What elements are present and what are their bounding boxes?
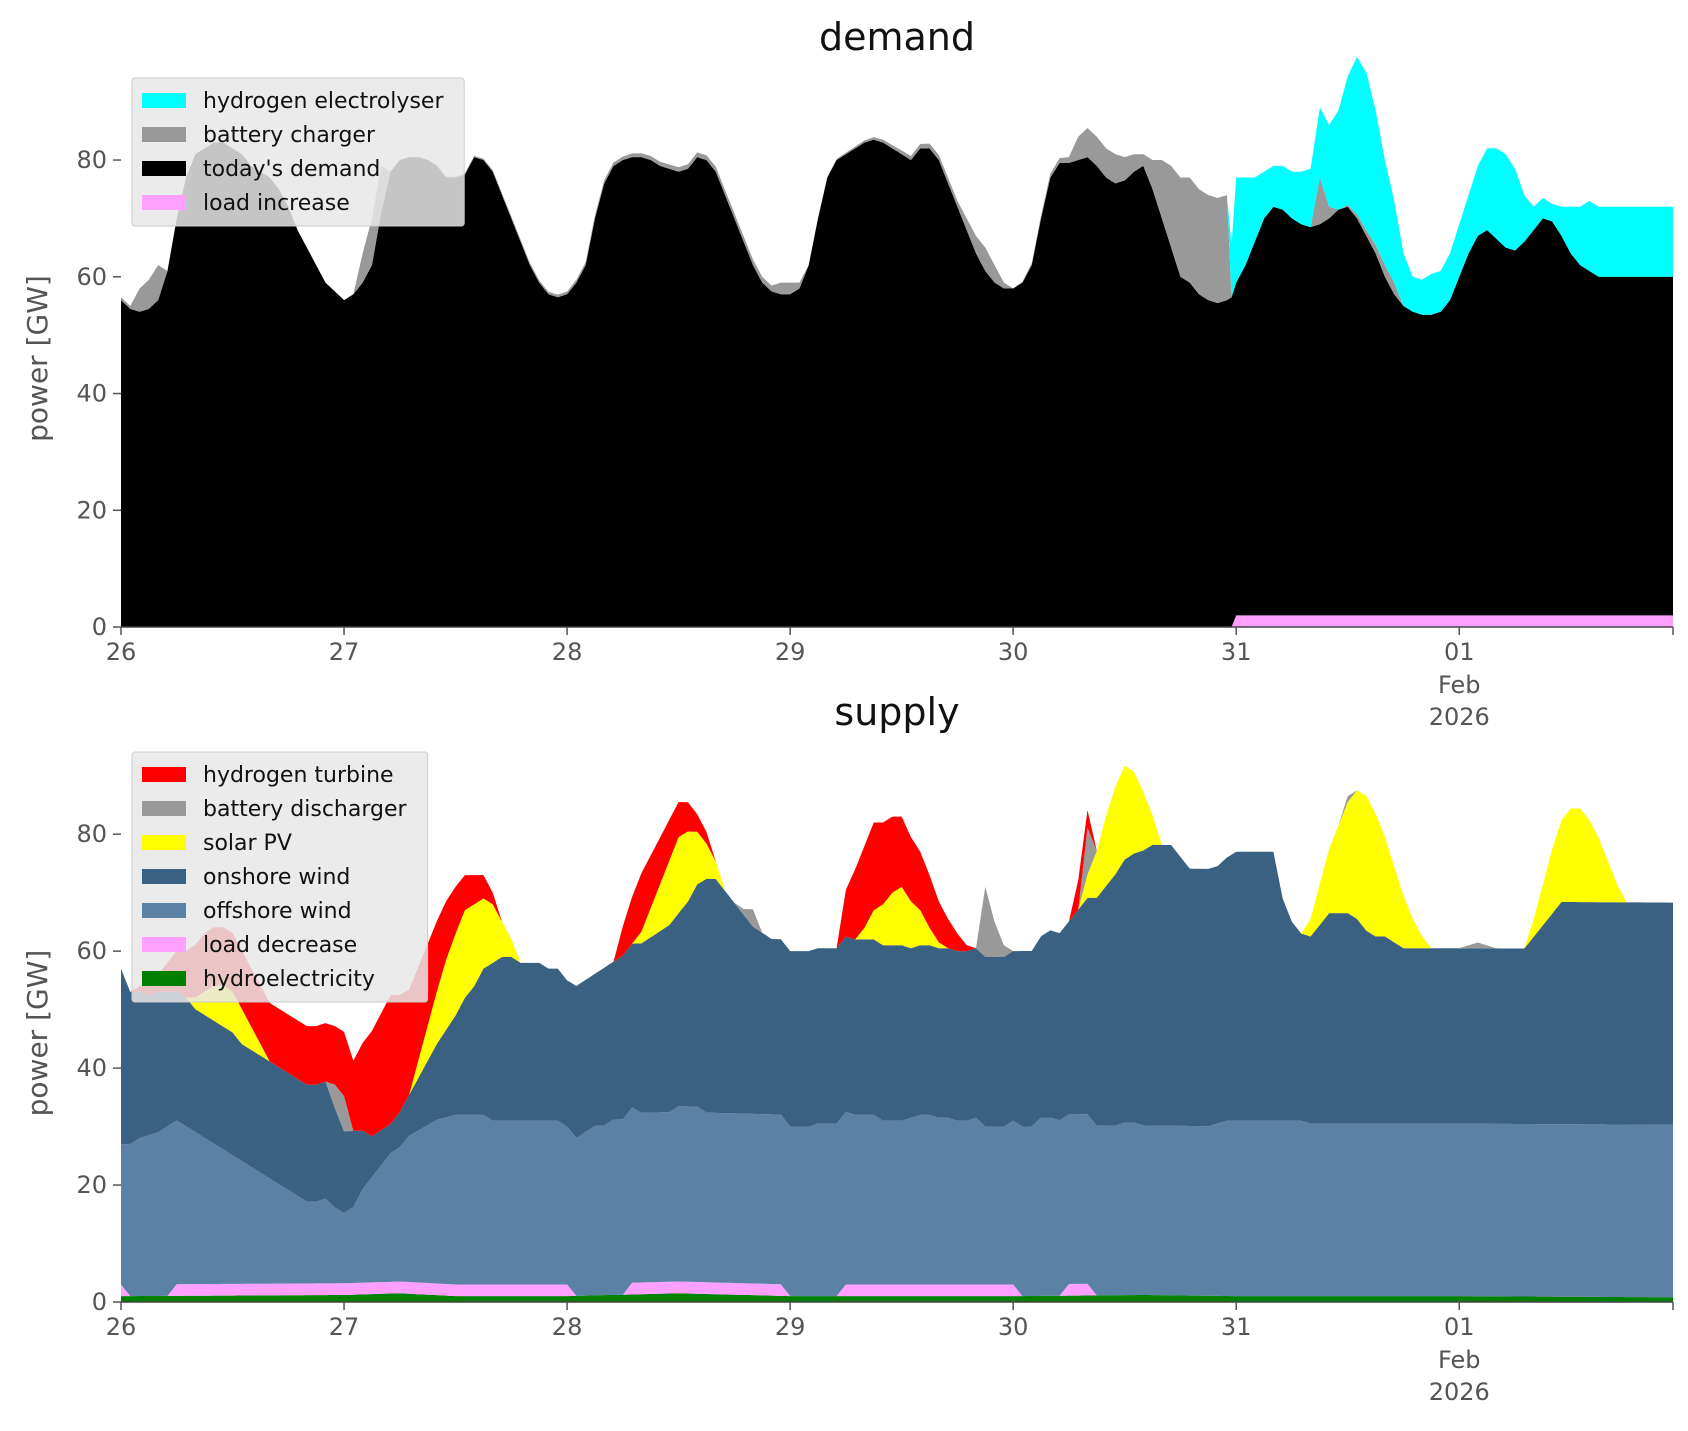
x-tick-label: 30 [998,1313,1029,1341]
chart-title: supply [834,690,959,734]
x-tick-sublabel: 2026 [1429,1378,1490,1406]
x-tick-label: 28 [552,1313,583,1341]
legend-label-hydroelectricity: hydroelectricity [203,967,375,992]
demand-panel: demand 0 20 40 60 80 26 27 28 29 30 31 01 Feb 2026 powe… [21,15,1674,731]
legend-label-offshore-wind: offshore wind [203,899,352,924]
x-tick-sublabel: Feb [1438,1346,1481,1374]
x-tick-label: 27 [329,1313,360,1341]
area-load-decrease [121,1281,1673,1298]
x-tick-label: 31 [1221,1313,1252,1341]
legend-label-battery-discharger: battery discharger [203,797,408,822]
y-tick-label: 60 [76,937,107,965]
area-today-s-demand [121,139,1673,628]
y-tick-label: 80 [76,146,107,174]
x-tick-label: 26 [106,638,137,666]
legend-swatch-load-increase [142,195,186,210]
x-tick-label: 31 [1221,638,1252,666]
y-axis-label: power [GW] [21,275,54,442]
legend-label-onshore-wind: onshore wind [203,865,350,890]
y-tick-label: 80 [76,820,107,848]
x-tick-sublabel: 2026 [1429,703,1490,731]
legend-label-battery-charger: battery charger [203,123,376,148]
legend: hydrogen turbine battery discharger solar … [131,751,429,1003]
legend-box [131,77,465,227]
y-tick-label: 40 [76,380,107,408]
legend-label-today-s-demand: today's demand [203,157,380,182]
legend-label-hydrogen-turbine: hydrogen turbine [203,763,394,788]
x-tick-sublabel: Feb [1438,671,1481,699]
area-hydrogen-electrolyser [121,56,1673,315]
legend-swatch-solar-pv [142,835,186,850]
legend-box [131,751,429,1003]
y-tick-label: 60 [76,263,107,291]
area-load-increase [121,615,1673,627]
legend: hydrogen electrolyser battery charger toda… [131,77,465,227]
legend-swatch-onshore-wind [142,869,186,884]
area-hydrogen-turbine [121,765,1673,1137]
area-onshore-wind [121,844,1673,1214]
legend-label-solar-pv: solar PV [203,831,292,856]
x-tick-label: 30 [998,638,1029,666]
legend-swatch-load-decrease [142,937,186,952]
supply-panel: supply 0 20 40 60 80 26 27 28 29 30 31 01 Feb 2026 powe… [21,690,1674,1406]
area-offshore-wind [121,1106,1673,1298]
legend-label-load-increase: load increase [203,191,350,216]
legend-label-load-decrease: load decrease [203,933,357,958]
x-tick-label: 01 [1444,1313,1475,1341]
x-tick-label: 26 [106,1313,137,1341]
legend-swatch-hydroelectricity [142,971,186,986]
y-axis-label: power [GW] [21,950,54,1117]
y-tick-label: 0 [92,1288,107,1316]
x-tick-label: 01 [1444,638,1475,666]
chart-title: demand [819,15,975,59]
legend-swatch-hydrogen-turbine [142,767,186,782]
y-tick-label: 20 [76,1171,107,1199]
y-tick-label: 0 [92,613,107,641]
legend-label-hydrogen-electrolyser: hydrogen electrolyser [203,89,444,114]
legend-swatch-battery-charger [142,127,186,142]
area-hydroelectricity [121,1293,1673,1302]
x-tick-label: 27 [329,638,360,666]
legend-swatch-today-s-demand [142,161,186,176]
legend-swatch-battery-discharger [142,801,186,816]
legend-swatch-hydrogen-electrolyser [142,93,186,108]
y-tick-label: 40 [76,1054,107,1082]
y-tick-label: 20 [76,496,107,524]
legend-swatch-offshore-wind [142,903,186,918]
x-tick-label: 28 [552,638,583,666]
x-tick-label: 29 [775,1313,806,1341]
x-tick-label: 29 [775,638,806,666]
